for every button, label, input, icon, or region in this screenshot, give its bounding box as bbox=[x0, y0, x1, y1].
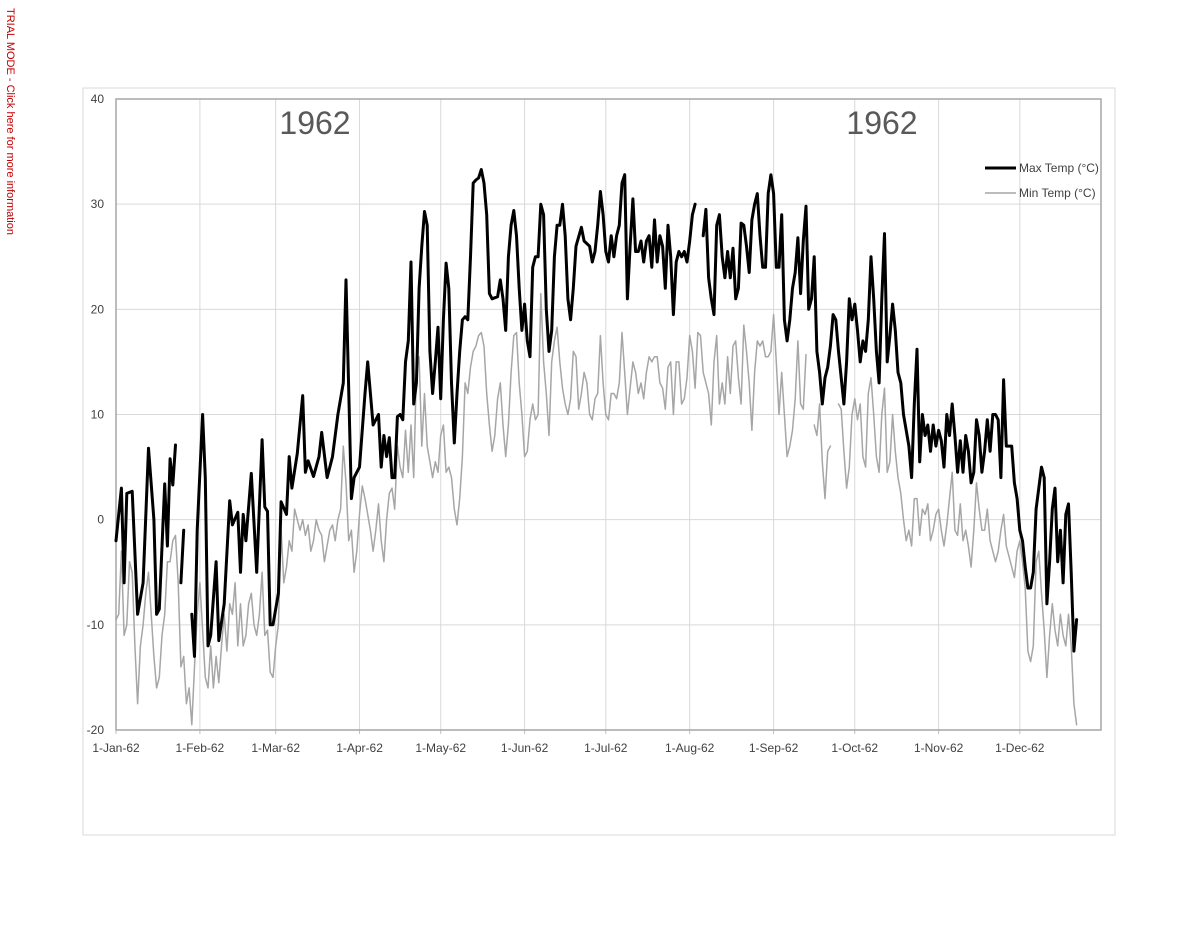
y-tick-label: -20 bbox=[87, 723, 105, 737]
trial-mode-banner[interactable]: TRIAL MODE - Click here for more informa… bbox=[4, 8, 16, 235]
plot-area-frame bbox=[115, 98, 1102, 731]
chart-legend: Max Temp (°C) Min Temp (°C) bbox=[985, 161, 1099, 200]
x-tick-label: 1-Mar-62 bbox=[251, 741, 300, 755]
y-tick-label: 20 bbox=[91, 302, 105, 316]
y-tick-label: 10 bbox=[91, 408, 105, 422]
x-tick-label: 1-Sep-62 bbox=[749, 741, 799, 755]
legend-label-min-temp: Min Temp (°C) bbox=[1019, 186, 1096, 200]
x-tick-label: 1-Dec-62 bbox=[995, 741, 1045, 755]
series-layer bbox=[114, 168, 1079, 726]
x-tick-label: 1-Feb-62 bbox=[176, 741, 225, 755]
year-annotation-right: 1962 bbox=[846, 105, 917, 141]
x-tick-label: 1-May-62 bbox=[415, 741, 466, 755]
y-tick-label: 30 bbox=[91, 197, 105, 211]
x-tick-label: 1-Nov-62 bbox=[914, 741, 964, 755]
series-line-max-temp bbox=[114, 168, 1079, 658]
year-annotation-left: 1962 bbox=[279, 105, 350, 141]
y-tick-label: 40 bbox=[91, 92, 105, 106]
x-tick-label: 1-Apr-62 bbox=[336, 741, 383, 755]
legend-label-max-temp: Max Temp (°C) bbox=[1019, 161, 1099, 175]
x-tick-label: 1-Jun-62 bbox=[501, 741, 549, 755]
x-tick-label: 1-Jul-62 bbox=[584, 741, 628, 755]
series-line-min-temp bbox=[115, 292, 1078, 726]
y-tick-label: 0 bbox=[97, 513, 104, 527]
axis-layer: -20 -10 0 10 20 30 40 1-Jan-62 1-Feb-62 1-Mar-62 1… bbox=[87, 92, 1102, 755]
x-tick-label: 1-Aug-62 bbox=[665, 741, 715, 755]
y-tick-label: -10 bbox=[87, 618, 105, 632]
x-tick-label: 1-Jan-62 bbox=[92, 741, 140, 755]
x-tick-label: 1-Oct-62 bbox=[831, 741, 878, 755]
